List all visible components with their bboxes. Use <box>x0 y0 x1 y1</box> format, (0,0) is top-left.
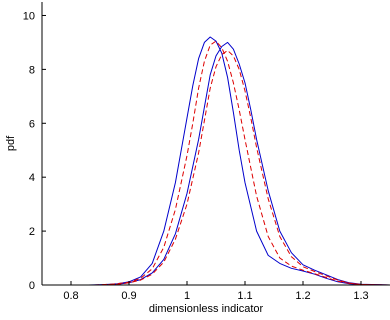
x-tick-label: 0.9 <box>121 290 136 302</box>
x-tick-label: 1.2 <box>295 290 310 302</box>
y-axis-label: pdf <box>5 135 17 151</box>
y-ticks: 0 2 4 6 8 10 <box>23 10 46 292</box>
y-tick-label: 4 <box>29 172 35 184</box>
y-tick-label: 0 <box>29 280 35 292</box>
x-tick-label: 1.1 <box>237 290 252 302</box>
x-tick-label: 1 <box>184 290 190 302</box>
x-ticks: 0.8 0.9 1 1.1 1.2 1.3 <box>63 281 369 302</box>
axes <box>41 2 390 286</box>
y-tick-label: 10 <box>23 10 35 22</box>
series-line-1 <box>88 36 390 286</box>
x-tick-label: 0.8 <box>63 290 78 302</box>
plot-lines <box>88 36 390 286</box>
y-tick-label: 6 <box>29 118 35 130</box>
x-axis-label: dimensionless indicator <box>149 303 264 315</box>
series-line-2 <box>99 41 390 286</box>
y-tick-label: 2 <box>29 226 35 238</box>
series-line-3 <box>94 40 390 286</box>
x-tick-label: 1.3 <box>353 290 368 302</box>
y-tick-label: 8 <box>29 64 35 76</box>
series-line-4 <box>99 50 390 286</box>
